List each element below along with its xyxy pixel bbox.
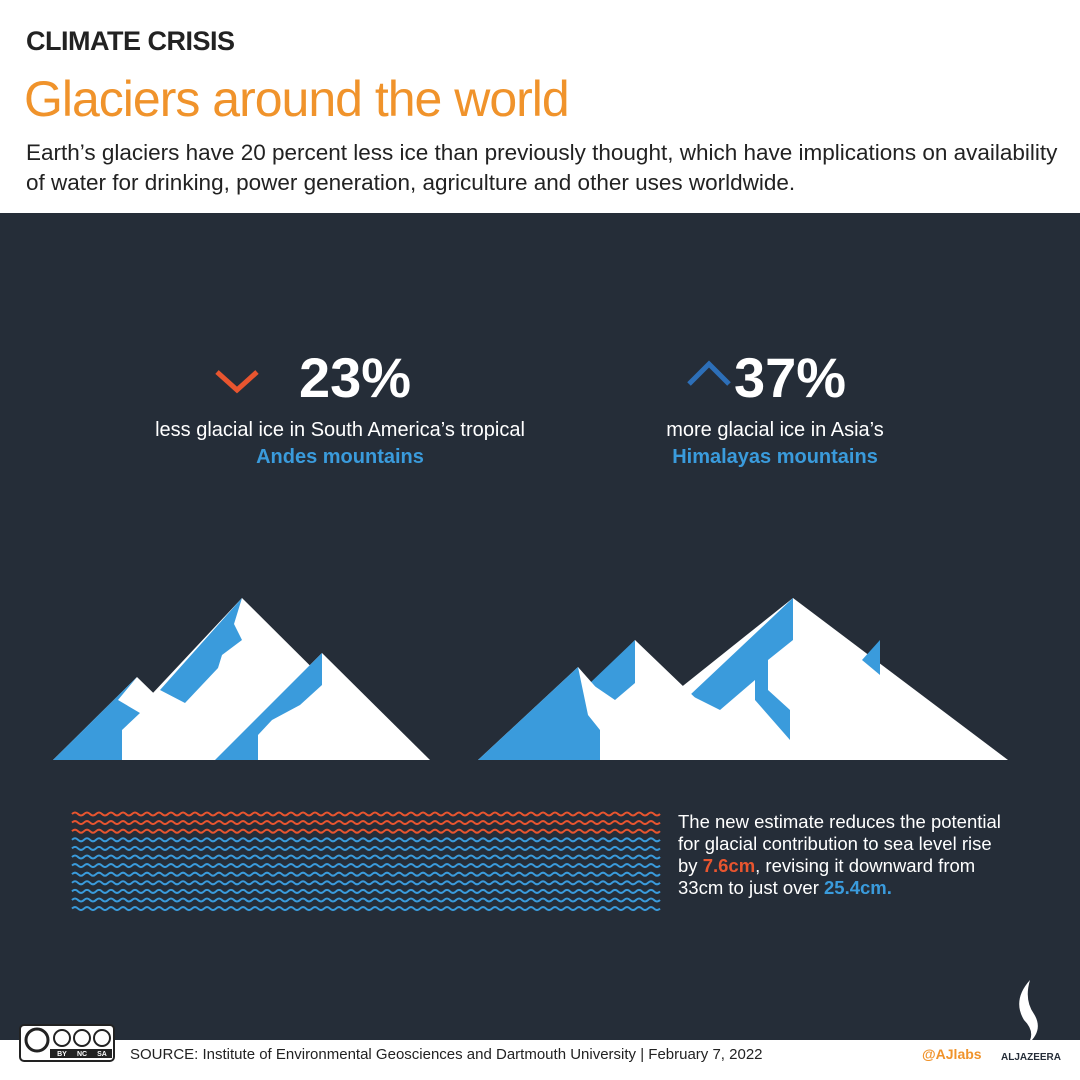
ice	[160, 598, 242, 703]
wave	[71, 811, 661, 817]
license: NC	[77, 1051, 87, 1058]
wave	[71, 845, 661, 851]
note-figure: 7.6cm	[702, 855, 756, 876]
handle: @AJlabs	[922, 1046, 982, 1062]
aj-wordmark: ALJAZEERA	[1001, 1052, 1061, 1063]
waves	[71, 811, 661, 912]
note-text: , revising it downward from 33cm to just…	[678, 855, 976, 898]
mountain	[215, 653, 430, 760]
wave	[71, 897, 661, 903]
stat-highlight: Himalayas mountains	[672, 446, 878, 468]
ice	[862, 640, 880, 675]
ice	[53, 677, 140, 760]
wave	[71, 863, 661, 869]
stat-highlight: Andes mountains	[256, 446, 424, 468]
cc-logo	[19, 1024, 115, 1062]
source: SOURCE: Institute of Environmental Geosc…	[130, 1046, 763, 1063]
title: Glaciers around the world	[24, 71, 570, 127]
wave	[71, 828, 661, 834]
ice	[215, 653, 322, 760]
mountains-left	[53, 598, 430, 760]
wave	[71, 888, 661, 894]
up-arrow	[687, 360, 731, 386]
mountains-right	[478, 598, 1008, 760]
wave	[71, 837, 661, 843]
aj-emblem	[1019, 980, 1038, 1044]
kicker: CLIMATE CRISIS	[26, 26, 235, 56]
license: BY	[57, 1051, 67, 1058]
ice	[590, 640, 635, 700]
wave	[71, 820, 661, 826]
aj-box	[998, 1048, 1064, 1064]
license: SA	[97, 1051, 107, 1058]
wave	[71, 854, 661, 860]
note-text: The new estimate reduces the potential f…	[678, 811, 1001, 876]
down-arrow	[215, 370, 259, 394]
wave	[71, 906, 661, 912]
note: The new estimate reduces the potential f…	[678, 811, 1008, 899]
description: Earth’s glaciers have 20 percent less ic…	[26, 140, 1058, 195]
stat: 37% more glacial ice in Asia’s Himalayas…	[515, 343, 1035, 469]
panel	[0, 213, 1080, 1040]
ice	[478, 667, 600, 760]
stat-text: more glacial ice in Asia’s	[666, 419, 884, 441]
wave	[71, 871, 661, 877]
stat: 23% less glacial ice in South America’s …	[80, 343, 600, 469]
stat-value: 37%	[733, 346, 847, 409]
ice	[690, 598, 793, 740]
stat-text: less glacial ice in South America’s trop…	[155, 419, 525, 441]
note-figure: 25.4cm.	[824, 877, 892, 898]
stat-value: 23%	[298, 346, 412, 409]
wave	[71, 880, 661, 886]
